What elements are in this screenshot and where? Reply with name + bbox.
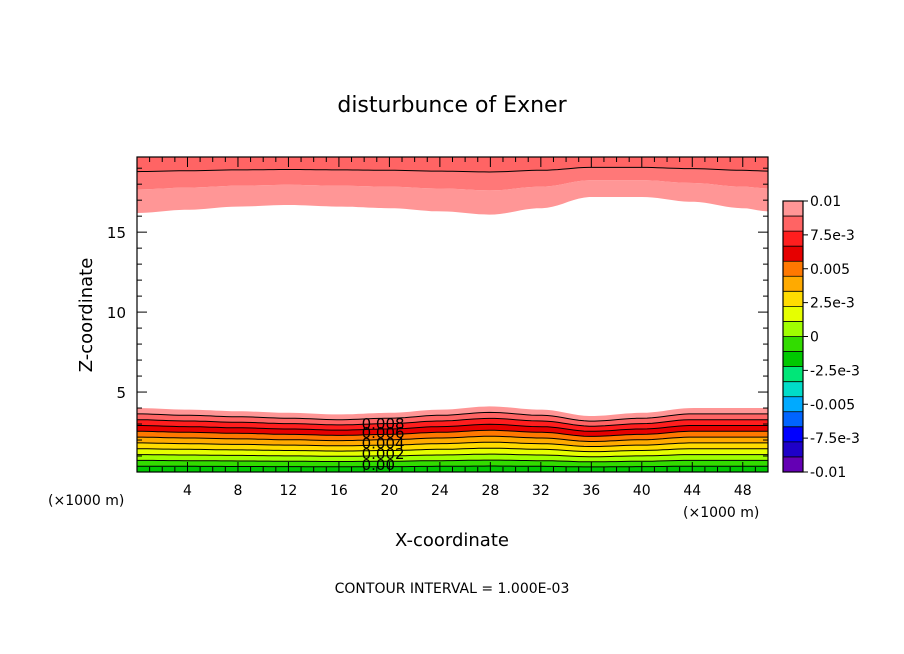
- contour-line: [137, 441, 768, 447]
- contour-line: [137, 459, 768, 463]
- upper-band-fill: [137, 180, 768, 215]
- colorbar-label: 2.5e-3: [810, 296, 855, 312]
- colorbar-swatch: [783, 381, 803, 398]
- contour-label: 0.00: [362, 456, 395, 474]
- upper-band-fill: [137, 167, 768, 191]
- colorbar-swatch: [783, 291, 803, 307]
- x-tick-label: 48: [734, 483, 752, 499]
- contour-line: [137, 465, 768, 468]
- colorbar-label: 7.5e-3: [810, 228, 855, 244]
- contour-line: [137, 435, 768, 442]
- colorbar-swatch: [783, 216, 803, 232]
- x-tick-label: 8: [233, 483, 242, 499]
- colorbar-swatch: [783, 336, 803, 353]
- colorbar-label: 0: [810, 330, 819, 346]
- x-unit-label-left: (×1000 m): [48, 493, 124, 509]
- x-tick-label: 28: [481, 483, 499, 499]
- colorbar-swatch: [783, 456, 803, 473]
- colorbar-swatch: [783, 396, 803, 413]
- colorbar-label: -0.01: [810, 465, 846, 481]
- x-tick-label: 36: [582, 483, 600, 499]
- x-axis-label: X-coordinate: [395, 530, 509, 551]
- contour-line: [137, 411, 768, 422]
- lower-band-fill: [137, 430, 768, 442]
- contour-label: 0.006: [362, 424, 405, 442]
- lower-band-fill: [137, 448, 768, 457]
- x-unit-label-right: (×1000 m): [683, 505, 759, 521]
- lower-band-fill: [137, 424, 768, 437]
- contour-line: [136, 447, 768, 453]
- colorbar-label: -7.5e-3: [810, 431, 860, 447]
- lower-band-fill: [137, 418, 768, 432]
- upper-band-fill: [137, 157, 768, 172]
- chart-title: disturbunce of Exner: [337, 93, 567, 118]
- contour-line: [137, 453, 768, 458]
- contour-interval-note: CONTOUR INTERVAL = 1.000E-03: [335, 581, 570, 597]
- contour-line: [137, 417, 768, 427]
- x-tick-label: 32: [532, 483, 550, 499]
- contour-label: 0.008: [362, 415, 405, 433]
- contour-line: [137, 423, 768, 432]
- colorbar-swatch: [783, 321, 803, 337]
- x-tick-label: 24: [431, 483, 449, 499]
- y-axis-label: Z-coordinate: [76, 258, 97, 373]
- colorbar-swatch: [783, 411, 803, 428]
- colorbar-swatch: [783, 306, 803, 322]
- colorbar-swatch: [783, 366, 803, 383]
- colorbar: 0.01 7.5e-3 0.005 2.5e-3 0 -2.5e-3 -0.005 -7.5e…: [782, 194, 860, 481]
- y-tick-label: 15: [107, 224, 126, 242]
- contour-line: [136, 166, 769, 173]
- colorbar-swatch: [783, 441, 803, 458]
- x-tick-label: 40: [633, 483, 651, 499]
- x-tick-label: 20: [380, 483, 398, 499]
- contour-line: [137, 429, 768, 437]
- colorbar-label: 0.01: [810, 194, 841, 210]
- lower-band-fill: [137, 406, 768, 422]
- lower-band-fill: [137, 436, 768, 447]
- colorbar-swatch: [783, 276, 803, 292]
- x-tick-label: 12: [280, 483, 298, 499]
- colorbar-swatch: [783, 426, 803, 443]
- y-tick-label: 10: [107, 304, 126, 322]
- y-tick-label: 5: [116, 384, 126, 402]
- colorbar-swatch: [783, 246, 803, 262]
- colorbar-swatch: [783, 351, 803, 368]
- x-tick-label: 44: [683, 483, 701, 499]
- colorbar-swatch: [783, 231, 803, 247]
- x-tick-label: 16: [330, 483, 348, 499]
- x-tick-label: 4: [183, 483, 192, 499]
- colorbar-swatch: [783, 261, 803, 277]
- contour-label: 0.002: [362, 445, 405, 463]
- colorbar-swatch: [783, 201, 803, 217]
- colorbar-label: -2.5e-3: [810, 363, 860, 379]
- colorbar-label: 0.005: [810, 262, 850, 278]
- lower-band-fill: [137, 442, 768, 452]
- colorbar-label: -0.005: [810, 397, 855, 413]
- lower-band-fill: [137, 412, 768, 427]
- contour-label: 0.004: [362, 434, 405, 452]
